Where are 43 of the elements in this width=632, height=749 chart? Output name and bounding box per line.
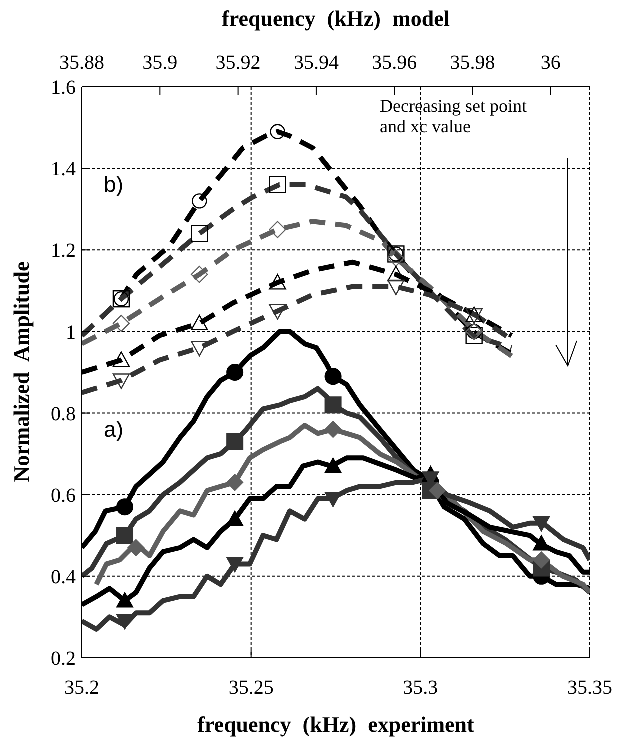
point bbox=[226, 474, 244, 492]
x2-tick-label: 35.96 bbox=[372, 52, 418, 74]
x-tick-label: 35.3 bbox=[403, 677, 438, 700]
x2-tick-label: 35.98 bbox=[450, 52, 496, 74]
y-tick-label: 0.6 bbox=[51, 484, 76, 507]
x-axis-title: frequency (kHz) experiment bbox=[196, 712, 476, 738]
x-tick-label: 35.2 bbox=[64, 677, 100, 700]
point bbox=[116, 614, 134, 630]
y-tick-label: 0.4 bbox=[51, 566, 76, 589]
annotation: b) bbox=[104, 172, 124, 197]
y-tick-label: 1.6 bbox=[51, 77, 76, 100]
y-tick-label: 1.4 bbox=[51, 158, 76, 181]
point bbox=[226, 510, 244, 526]
y-tick-label: 0.8 bbox=[51, 403, 76, 426]
y-tick-label: 0.2 bbox=[51, 648, 76, 670]
point bbox=[226, 433, 244, 450]
point bbox=[324, 396, 342, 414]
point bbox=[533, 535, 550, 551]
point bbox=[128, 539, 145, 556]
annotation: a) bbox=[104, 417, 124, 442]
point bbox=[429, 482, 446, 500]
x2-tick-label: 35.9 bbox=[142, 52, 178, 74]
annotation: Decreasing set point and xc value bbox=[380, 96, 527, 137]
x2-tick-label: 36 bbox=[540, 52, 561, 74]
point bbox=[116, 498, 134, 516]
point bbox=[324, 421, 342, 438]
x-tick-label: 35.25 bbox=[228, 677, 274, 700]
x2-tick-label: 35.94 bbox=[294, 52, 339, 74]
y-tick-label: 1.2 bbox=[51, 240, 76, 262]
x-tick-label: 35.35 bbox=[568, 677, 612, 700]
point bbox=[324, 458, 342, 474]
y-tick-label: 1 bbox=[66, 322, 76, 344]
point bbox=[533, 516, 550, 532]
point bbox=[226, 364, 244, 381]
point bbox=[324, 368, 342, 386]
point bbox=[226, 557, 244, 573]
x2-tick-label: 35.92 bbox=[216, 52, 261, 74]
point bbox=[116, 527, 134, 544]
x2-tick-label: 35.88 bbox=[60, 52, 104, 74]
point bbox=[116, 592, 134, 608]
y-axis-title: Normalized Amplitude bbox=[9, 262, 35, 482]
x2-axis-title: frequency (kHz) model bbox=[221, 6, 451, 32]
point bbox=[533, 552, 550, 569]
